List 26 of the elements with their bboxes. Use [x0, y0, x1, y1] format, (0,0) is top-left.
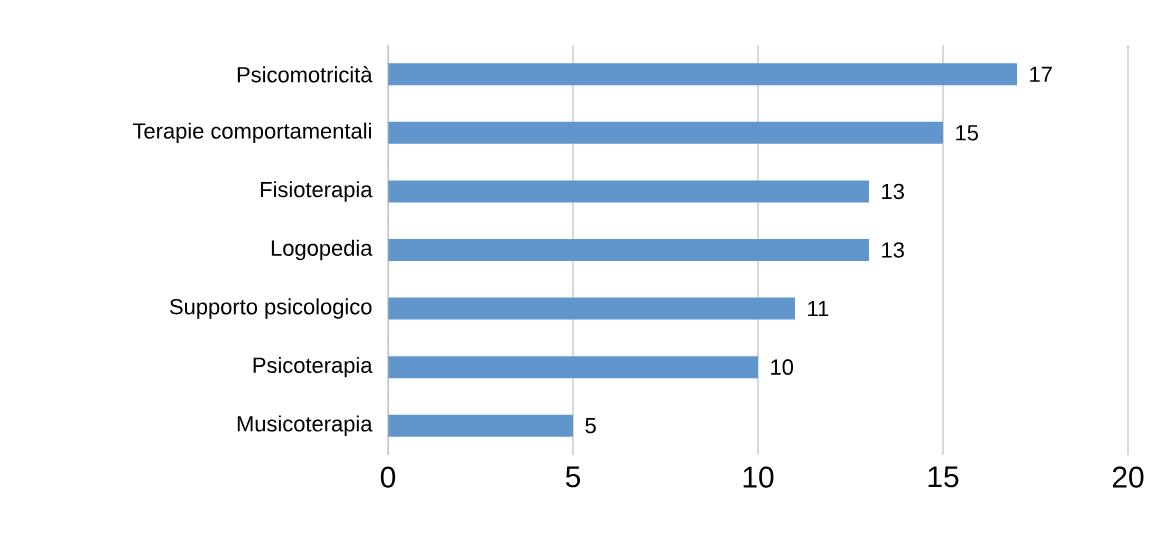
x-tick-label: 0 — [380, 466, 396, 488]
y-tick-label: Psicomotricità — [237, 66, 373, 83]
data-label: 10 — [771, 359, 794, 375]
data-label: 17 — [1030, 66, 1052, 82]
bar — [388, 63, 1018, 86]
bar — [388, 297, 796, 320]
y-tick-label: Logopedia — [271, 239, 373, 261]
data-label: 5 — [585, 418, 596, 434]
data-label: 15 — [956, 125, 978, 141]
x-tick-label: 5 — [565, 466, 581, 488]
bar — [388, 238, 870, 261]
y-tick-label: Psicoterapia — [253, 356, 373, 378]
y-tick-label: Supporto psicologico — [170, 298, 372, 319]
x-tick-label: 15 — [928, 466, 959, 488]
bar — [388, 180, 870, 203]
x-tick-label: 20 — [1112, 466, 1144, 488]
bar — [388, 414, 574, 437]
bar — [388, 121, 944, 144]
y-tick-label: Fisioterapia — [260, 181, 373, 202]
y-tick-label: Terapie comportamentali — [132, 122, 371, 144]
data-label: 13 — [882, 242, 904, 258]
y-tick-label: Musicoterapia — [237, 415, 373, 436]
data-label: 13 — [882, 183, 904, 200]
bar — [388, 356, 759, 379]
data-label: 11 — [808, 301, 829, 317]
x-tick-label: 10 — [743, 466, 774, 488]
